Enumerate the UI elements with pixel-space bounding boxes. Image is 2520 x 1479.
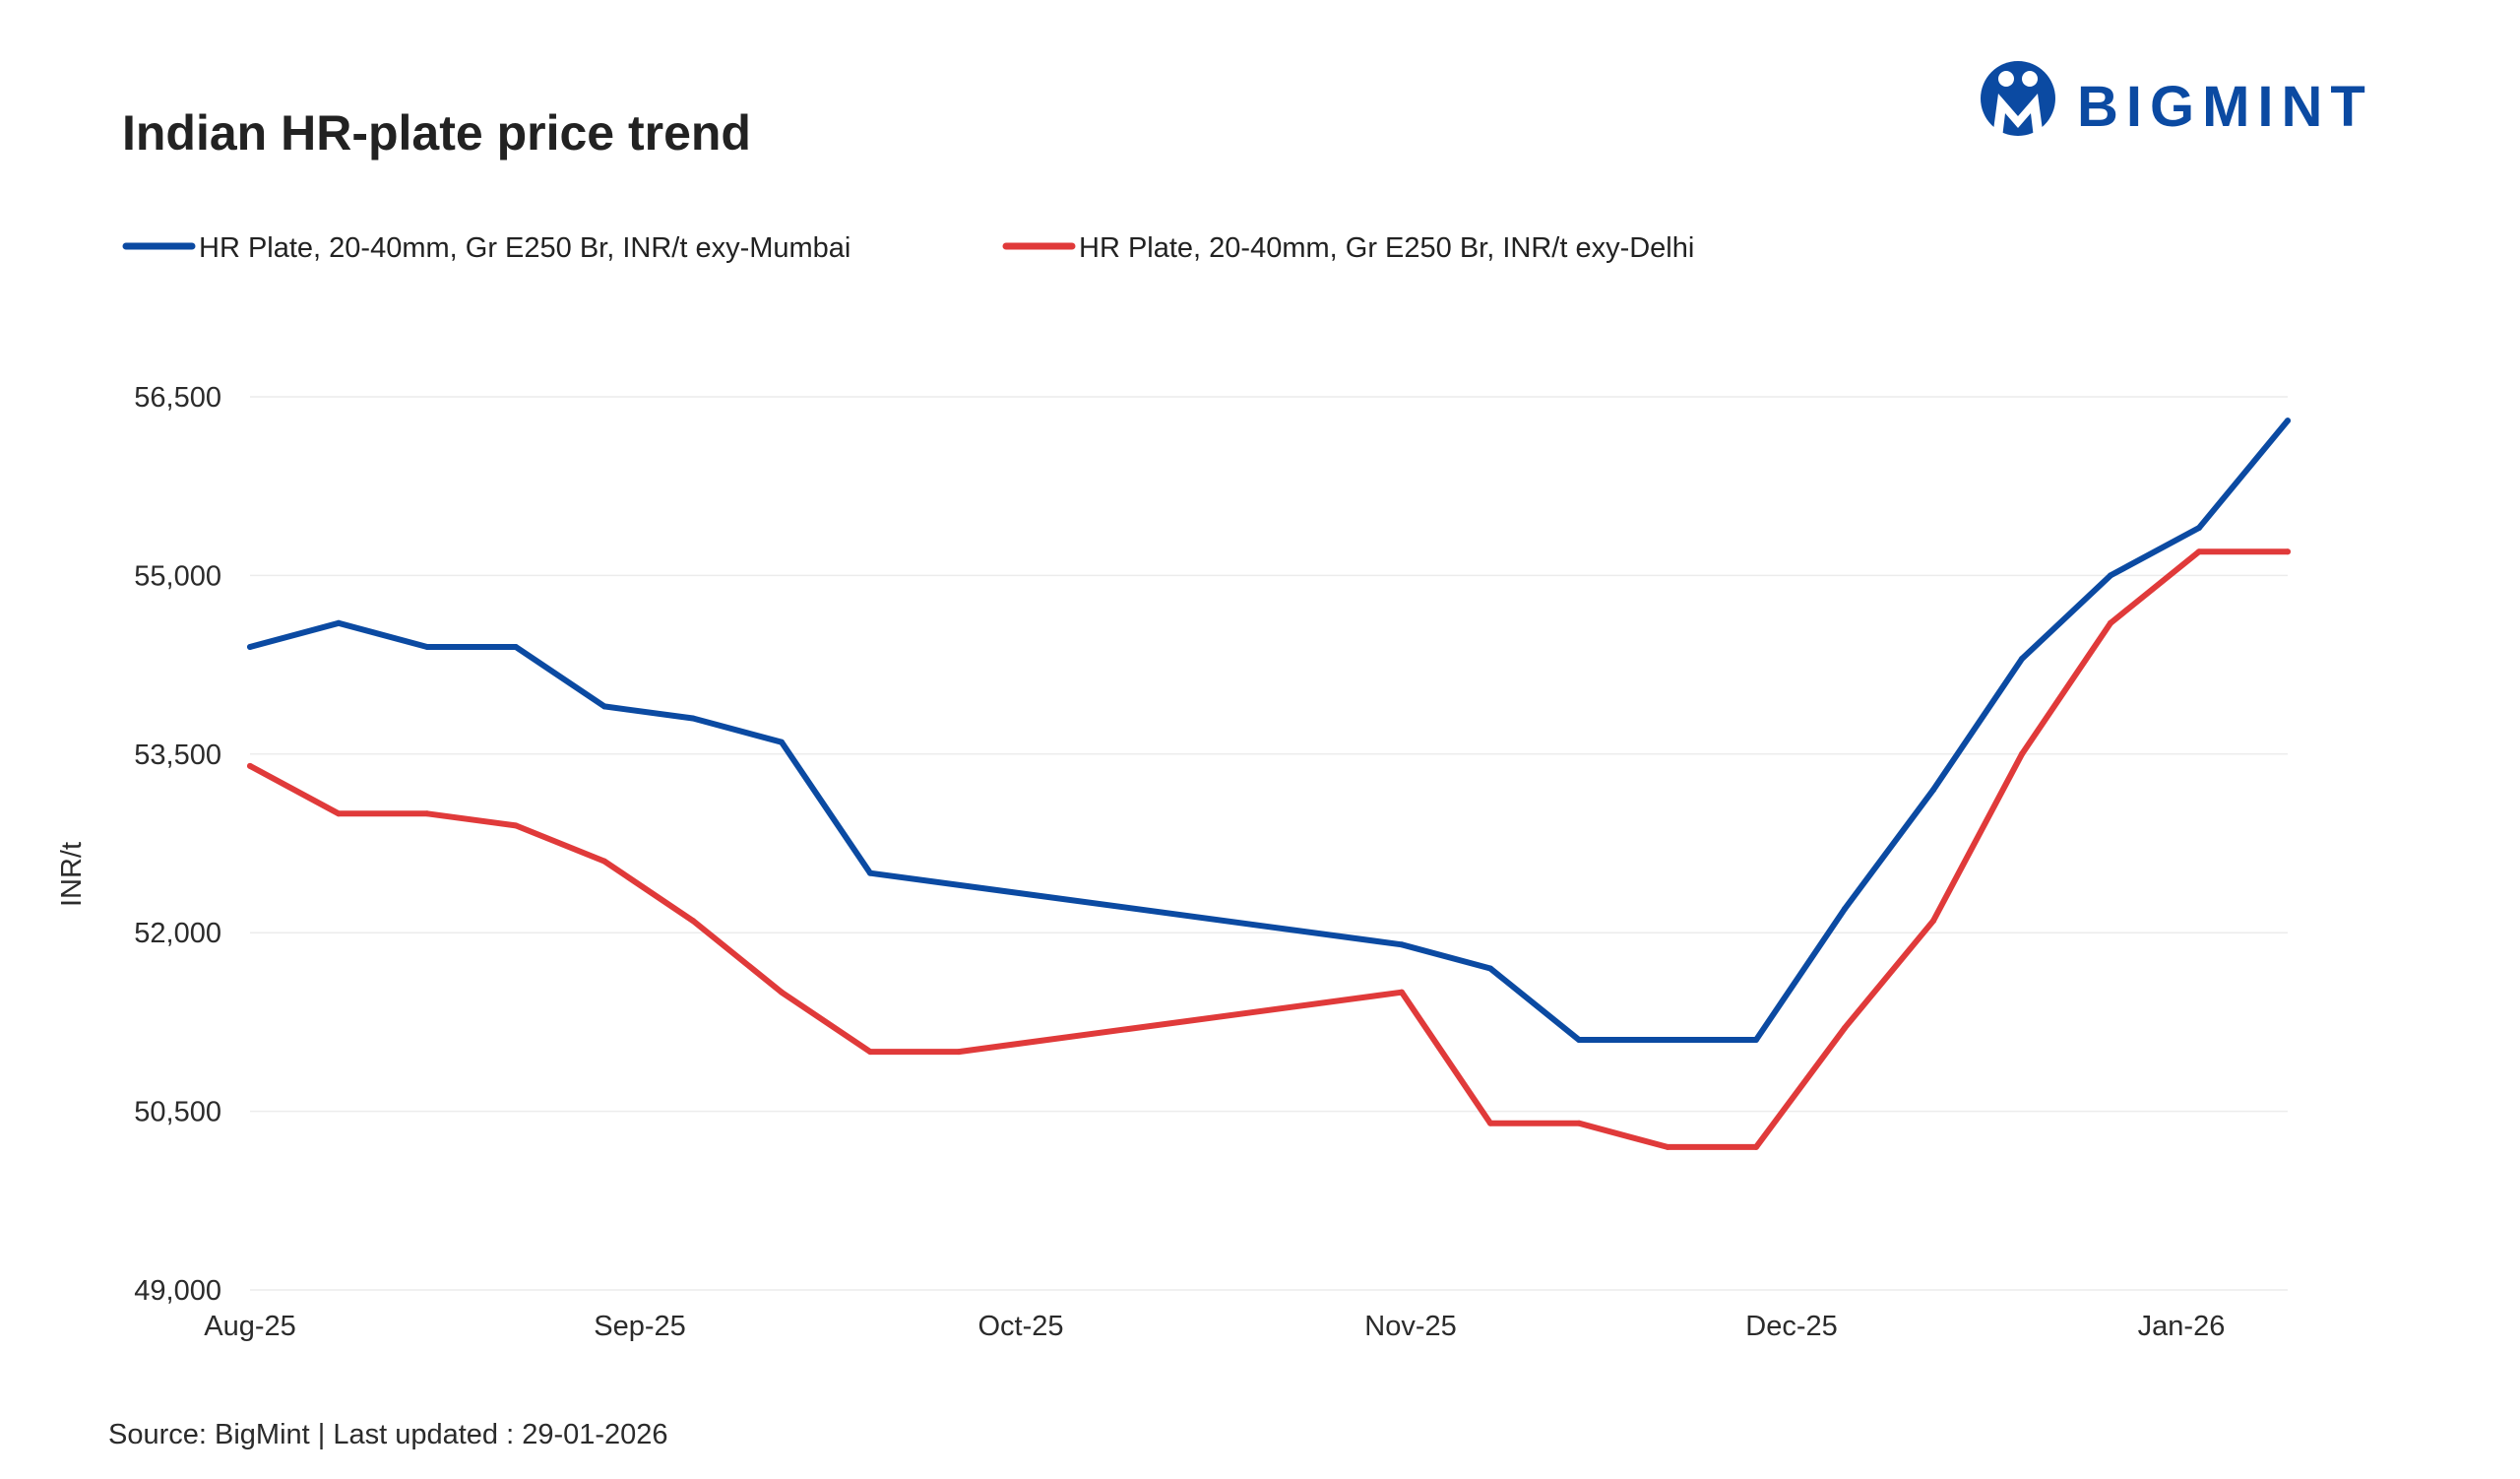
data-point: [779, 989, 785, 996]
x-tick-label: Jan-26: [2138, 1311, 2226, 1342]
data-point: [1753, 1143, 1759, 1150]
series-mumbai: [247, 418, 2291, 1044]
bigmint-logo-text: BIGMINT: [2077, 75, 2373, 139]
data-point: [867, 869, 873, 876]
data-point: [690, 918, 696, 925]
data-point: [2108, 619, 2113, 626]
chart-title: Indian HR-plate price trend: [122, 105, 751, 161]
data-point: [1753, 1037, 1759, 1044]
series-line-delhi: [247, 548, 2291, 1150]
series-line-mumbai: [247, 418, 2291, 1043]
data-point: [1930, 918, 1936, 925]
legend-item-mumbai[interactable]: HR Plate, 20-40mm, Gr E250 Br, INR/t exy…: [122, 232, 850, 264]
data-point: [2285, 418, 2291, 424]
data-point: [779, 739, 785, 745]
bigmint-logo-icon: [1981, 61, 2055, 138]
data-point: [1842, 1024, 1848, 1031]
data-point: [690, 715, 696, 722]
data-point: [867, 1049, 873, 1056]
data-point: [1487, 1120, 1493, 1126]
data-point: [1399, 989, 1405, 996]
x-axis-ticks: Aug-25 Sep-25 Oct-25 Nov-25 Dec-25 Jan-26: [204, 1311, 2225, 1342]
data-point: [2019, 750, 2025, 757]
x-tick-label: Dec-25: [1745, 1311, 1838, 1342]
legend-item-delhi[interactable]: HR Plate, 20-40mm, Gr E250 Br, INR/t exy…: [1002, 232, 1694, 264]
data-point: [2196, 548, 2202, 555]
data-point: [513, 822, 519, 829]
y-tick-label: 49,000: [134, 1275, 221, 1307]
y-tick-label: 56,500: [134, 382, 221, 414]
legend-label-delhi: HR Plate, 20-40mm, Gr E250 Br, INR/t exy…: [1079, 232, 1694, 264]
y-axis-ticks: 49,000 50,500 52,000 53,500 55,000 56,500: [134, 382, 221, 1307]
x-tick-label: Nov-25: [1364, 1311, 1457, 1342]
x-tick-label: Aug-25: [204, 1311, 296, 1342]
data-point: [336, 619, 342, 626]
data-point: [1842, 906, 1848, 913]
y-tick-label: 55,000: [134, 560, 221, 592]
data-point: [424, 810, 430, 817]
data-point: [1665, 1037, 1670, 1044]
series-delhi: [247, 548, 2291, 1150]
data-point: [1576, 1037, 1582, 1044]
data-point: [2196, 525, 2202, 532]
bigmint-logo: BIGMINT: [1981, 61, 2373, 139]
gridlines: [250, 396, 2288, 1291]
data-point: [513, 643, 519, 650]
source-note: Source: BigMint | Last updated : 29-01-2…: [108, 1419, 668, 1450]
legend-label-mumbai: HR Plate, 20-40mm, Gr E250 Br, INR/t exy…: [199, 232, 850, 264]
y-tick-label: 53,500: [134, 740, 221, 771]
data-point: [2019, 656, 2025, 663]
data-point: [2285, 548, 2291, 555]
y-tick-label: 50,500: [134, 1097, 221, 1128]
data-point: [247, 762, 253, 769]
data-point: [1487, 965, 1493, 972]
data-point: [247, 643, 253, 650]
x-tick-label: Oct-25: [977, 1311, 1063, 1342]
legend: HR Plate, 20-40mm, Gr E250 Br, INR/t exy…: [122, 232, 1694, 264]
data-point: [601, 858, 607, 865]
series-layer: [247, 418, 2291, 1150]
data-point: [601, 703, 607, 710]
data-point: [1930, 787, 1936, 794]
data-point: [956, 1049, 962, 1056]
x-tick-label: Sep-25: [594, 1311, 686, 1342]
data-point: [1576, 1120, 1582, 1126]
data-point: [1665, 1143, 1670, 1150]
y-axis-title: INR/t: [56, 842, 88, 907]
y-tick-label: 52,000: [134, 918, 221, 949]
data-point: [336, 810, 342, 817]
data-point: [1399, 941, 1405, 948]
data-point: [2108, 572, 2113, 579]
data-point: [424, 643, 430, 650]
